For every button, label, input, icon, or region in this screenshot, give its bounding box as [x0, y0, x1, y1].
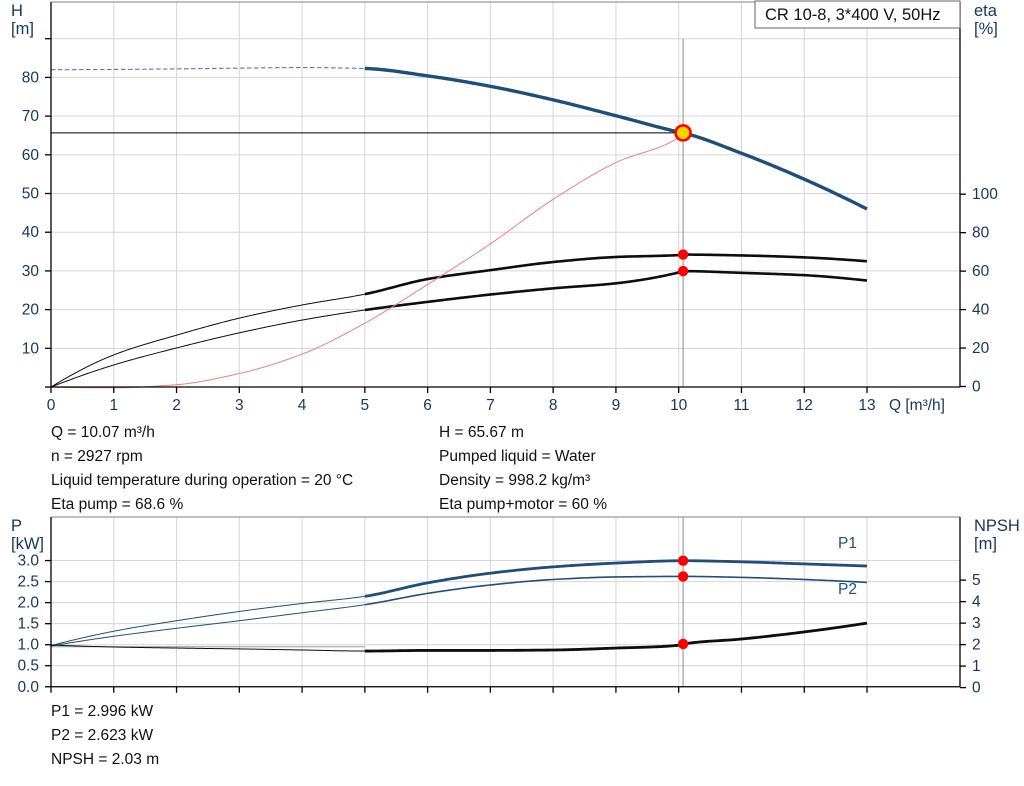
- svg-text:3: 3: [972, 615, 981, 632]
- svg-text:[%]: [%]: [974, 20, 998, 38]
- svg-text:30: 30: [22, 263, 40, 280]
- svg-text:80: 80: [22, 69, 40, 86]
- svg-text:40: 40: [972, 302, 990, 319]
- svg-text:3.0: 3.0: [17, 553, 39, 570]
- svg-text:10: 10: [670, 397, 688, 414]
- svg-text:P: P: [11, 517, 22, 535]
- svg-text:eta: eta: [974, 2, 998, 20]
- svg-text:0.0: 0.0: [17, 679, 39, 696]
- svg-text:H: H: [11, 2, 23, 20]
- svg-text:P1: P1: [838, 535, 857, 552]
- svg-text:8: 8: [549, 397, 558, 414]
- svg-text:Q [m³/h]: Q [m³/h]: [889, 397, 945, 414]
- svg-text:[kW]: [kW]: [11, 535, 44, 553]
- svg-text:9: 9: [612, 397, 621, 414]
- svg-text:70: 70: [22, 108, 40, 125]
- svg-text:13: 13: [858, 397, 875, 414]
- svg-text:11: 11: [733, 397, 749, 414]
- svg-text:[m]: [m]: [11, 20, 34, 38]
- svg-text:40: 40: [22, 224, 40, 241]
- svg-text:0: 0: [972, 379, 981, 396]
- svg-text:1: 1: [109, 397, 118, 414]
- svg-text:50: 50: [22, 186, 40, 203]
- svg-text:10: 10: [22, 340, 40, 357]
- svg-text:60: 60: [22, 147, 40, 164]
- svg-text:3: 3: [235, 397, 244, 414]
- svg-text:2: 2: [972, 637, 981, 654]
- svg-text:4: 4: [972, 594, 981, 611]
- svg-text:100: 100: [972, 186, 998, 203]
- svg-text:1.5: 1.5: [17, 616, 39, 633]
- svg-text:7: 7: [486, 397, 495, 414]
- svg-text:60: 60: [972, 263, 990, 280]
- svg-text:5: 5: [972, 572, 981, 589]
- svg-text:20: 20: [972, 340, 990, 357]
- svg-text:1.0: 1.0: [17, 637, 39, 654]
- svg-text:20: 20: [22, 302, 40, 319]
- svg-text:2: 2: [172, 397, 181, 414]
- svg-text:CR 10-8, 3*400 V, 50Hz: CR 10-8, 3*400 V, 50Hz: [765, 6, 941, 24]
- svg-text:NPSH: NPSH: [974, 517, 1020, 535]
- svg-text:0.5: 0.5: [17, 658, 39, 675]
- svg-text:2.5: 2.5: [17, 574, 39, 591]
- svg-text:[m]: [m]: [974, 535, 997, 553]
- svg-text:0: 0: [972, 680, 981, 697]
- svg-text:P2: P2: [838, 581, 857, 598]
- svg-text:0: 0: [47, 397, 56, 414]
- svg-text:12: 12: [796, 397, 813, 414]
- svg-text:6: 6: [423, 397, 432, 414]
- svg-text:80: 80: [972, 225, 990, 242]
- svg-text:2.0: 2.0: [17, 595, 39, 612]
- svg-text:1: 1: [972, 658, 981, 675]
- svg-text:4: 4: [298, 397, 307, 414]
- svg-text:5: 5: [361, 397, 370, 414]
